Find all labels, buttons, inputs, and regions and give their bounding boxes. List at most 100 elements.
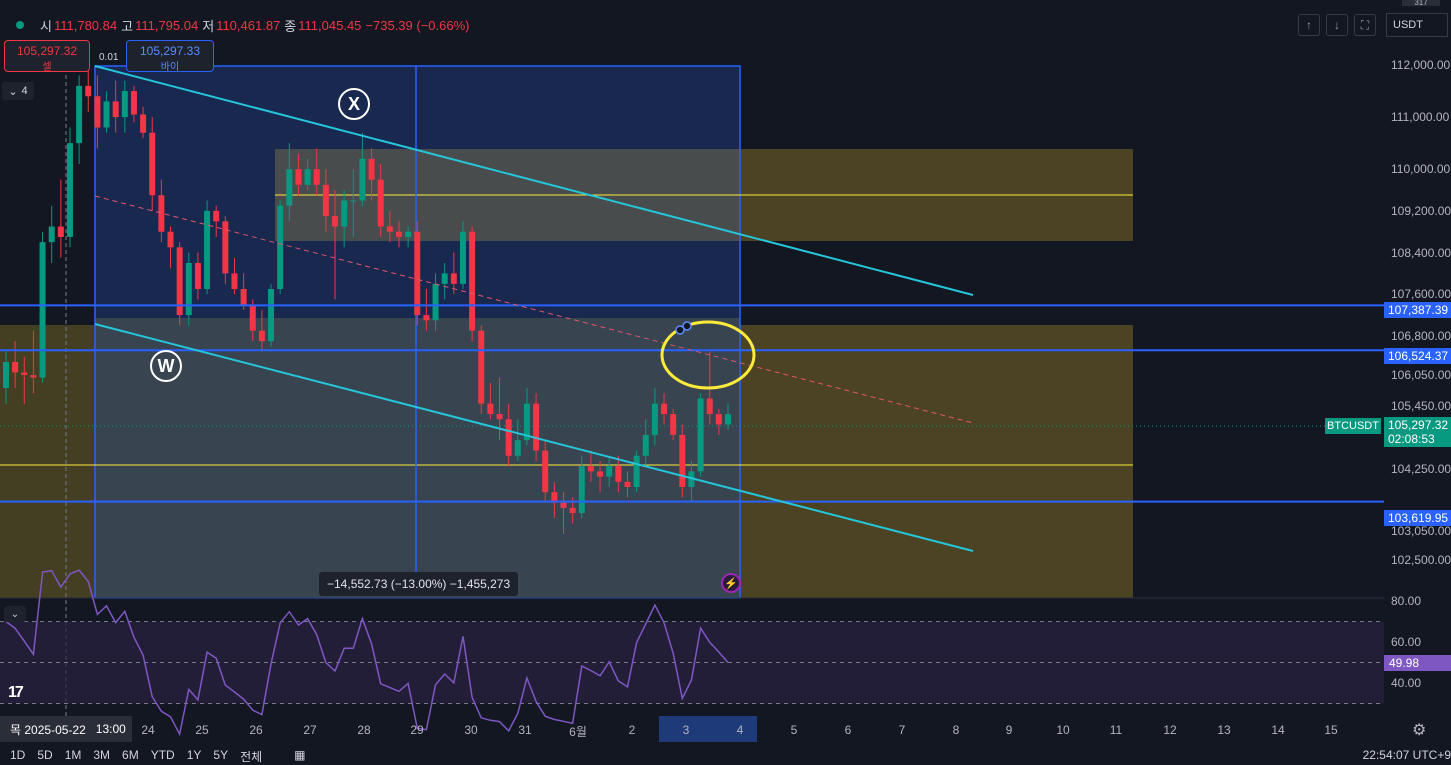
rsi-collapse-button[interactable]: ⌄: [4, 606, 26, 622]
maximize-icon[interactable]: ⛶: [1354, 14, 1376, 36]
candle-body: [57, 226, 64, 237]
utc-clock[interactable]: 22:54:07 UTC+9: [1362, 748, 1451, 762]
range-button[interactable]: 5Y: [213, 748, 229, 762]
background-layer: [0, 40, 1384, 716]
indicators-collapse-button[interactable]: ⌄ 4: [2, 82, 34, 100]
candle-body: [112, 101, 119, 118]
candle-body: [130, 91, 137, 115]
candle-body: [377, 179, 384, 227]
time-tick-label: 13: [1217, 723, 1231, 737]
range-buttons: 1D 5D 1M 3M 6M YTD 1Y 5Y 전체: [0, 748, 274, 765]
price-tick-label: 107,600.00: [1391, 287, 1451, 302]
buy-button[interactable]: 105,297.33 바이: [126, 40, 214, 73]
range-button[interactable]: 1D: [10, 748, 26, 762]
wave-x-label[interactable]: X: [338, 88, 370, 120]
candle-body: [149, 132, 156, 196]
high-value: 111,795.04: [135, 17, 199, 33]
hline-price-tag: 103,619.95: [1384, 510, 1451, 526]
chevron-down-icon: ⌄: [8, 85, 18, 98]
candle-body: [725, 414, 731, 425]
candle-body: [341, 200, 348, 227]
candle-body: [514, 440, 521, 456]
anchor-point: [675, 325, 685, 335]
candle-body: [414, 231, 421, 316]
candle-body: [642, 434, 649, 456]
symbol-tag: BTCUSDT: [1325, 418, 1381, 434]
candle-body: [533, 403, 540, 451]
calendar-icon[interactable]: ▦: [294, 748, 306, 762]
range-button[interactable]: 3M: [93, 748, 111, 762]
candle-body: [368, 158, 375, 180]
range-button[interactable]: 전체: [240, 750, 263, 764]
time-tick-label: 26: [249, 723, 263, 737]
price-tick-label: 104,250.00: [1391, 461, 1451, 476]
time-tick-label: 5: [790, 723, 798, 737]
candle-body: [167, 231, 174, 248]
candle-body: [359, 158, 366, 201]
candle-body: [395, 231, 402, 237]
time-axis[interactable]: 24 25 26 27 28 29 30 31 6월 2 3 4 5 6 7 8 9 10 11 12 13 14 15: [0, 716, 1451, 744]
candle-body: [679, 434, 686, 488]
candle-body: [551, 492, 558, 503]
candle-body: [158, 195, 165, 232]
candle-body: [569, 507, 576, 514]
time-tick-label: 3: [682, 723, 690, 737]
top-stub-label: 317: [1402, 0, 1440, 7]
candle-body: [194, 262, 201, 290]
time-tick-label: 9: [1005, 723, 1013, 737]
candle-body: [48, 226, 55, 243]
gear-icon[interactable]: ⚙: [1412, 722, 1427, 739]
range-button[interactable]: 5D: [37, 748, 53, 762]
candle-body: [30, 374, 37, 378]
candle-body: [606, 466, 613, 477]
price-tick-label: 108,400.00: [1391, 245, 1451, 260]
time-tick-label: 6: [844, 723, 852, 737]
buy-label: 바이: [160, 62, 180, 73]
last-price-tag: 105,297.32 02:08:53: [1384, 417, 1451, 447]
cursor-date-box: 목 2025-05-22 13:00: [0, 716, 132, 742]
currency-select[interactable]: USDT: [1386, 13, 1448, 37]
flash-icon[interactable]: ⚡: [721, 573, 741, 593]
candle-body: [670, 414, 677, 435]
candle-body: [469, 231, 476, 331]
last-price: 105,297.32: [1388, 418, 1449, 432]
range-button[interactable]: 1Y: [186, 748, 202, 762]
sell-label: 셀: [42, 62, 52, 73]
candle-body: [459, 231, 466, 284]
channel-lower-line: [94, 323, 974, 552]
candle-body: [487, 403, 494, 415]
time-tick-label: 8: [952, 723, 960, 737]
range-button[interactable]: YTD: [150, 748, 175, 762]
candle-body: [423, 315, 430, 321]
rsi-line: [5, 569, 729, 737]
move-up-icon[interactable]: ↑: [1298, 14, 1320, 36]
candle-body: [140, 114, 147, 133]
candle-body: [633, 455, 640, 488]
range-button[interactable]: 6M: [122, 748, 139, 762]
candle-body: [332, 216, 339, 227]
time-tick-label: 10: [1056, 723, 1070, 737]
wave-w-label[interactable]: W: [150, 350, 182, 382]
indicators-count: 4: [21, 85, 28, 97]
candle-body: [222, 221, 229, 274]
tradingview-logo-icon[interactable]: 17: [8, 684, 24, 701]
channel-upper-line: [94, 65, 974, 296]
sell-button[interactable]: 105,297.32 셀: [4, 40, 90, 73]
time-tick-label: 4: [736, 723, 744, 737]
candle-body: [176, 247, 183, 316]
rsi-layer: [0, 569, 1384, 737]
candle-body: [587, 466, 594, 472]
close-value: 111,045.45: [298, 17, 362, 33]
candle-body: [249, 304, 256, 331]
candle-body: [432, 283, 439, 321]
box-right-lower-zone: [740, 325, 1133, 598]
candle-body: [295, 169, 302, 185]
candle-body: [615, 466, 622, 482]
move-down-icon[interactable]: ↓: [1326, 14, 1348, 36]
price-tick-label: 106,800.00: [1391, 328, 1451, 343]
change-value: −735.39 (−0.66%): [365, 17, 470, 33]
range-button[interactable]: 1M: [64, 748, 82, 762]
candle-body: [258, 330, 265, 342]
channel-midline: [94, 195, 974, 424]
